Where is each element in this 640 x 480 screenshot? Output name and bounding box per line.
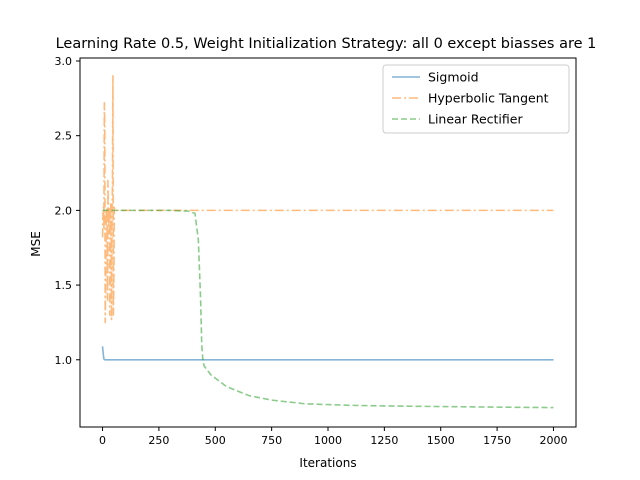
series-line-2: [102, 209, 554, 409]
y-tick-label: 1.0: [55, 354, 73, 367]
x-axis: 0 250 500 750 1000 1250 1500 1750 2000: [99, 427, 567, 447]
x-tick-label: 1500: [427, 434, 455, 447]
legend-box: [382, 64, 570, 134]
y-tick-label: 2.0: [55, 204, 73, 217]
legend-label-1: Hyperbolic Tangent: [428, 91, 549, 106]
y-tick-label: 2.5: [55, 130, 73, 143]
y-tick-label: 1.5: [55, 279, 73, 292]
x-axis-label: Iterations: [299, 456, 356, 470]
y-axis-label: MSE: [29, 231, 43, 257]
x-tick-label: 1000: [314, 434, 342, 447]
series-line-0: [101, 346, 554, 361]
y-tick-label: 3.0: [55, 55, 73, 68]
legend-label-0: Sigmoid: [428, 70, 479, 85]
x-tick-label: 0: [99, 434, 106, 447]
legend: Sigmoid Hyperbolic Tangent Linear Rectifie…: [382, 64, 570, 134]
legend-label-2: Linear Rectifier: [428, 112, 523, 127]
x-tick-label: 1250: [370, 434, 398, 447]
x-tick-label: 500: [205, 434, 226, 447]
chart-title: Learning Rate 0.5, Weight Initialization…: [56, 36, 597, 52]
x-tick-label: 250: [148, 434, 169, 447]
x-tick-label: 1750: [483, 434, 511, 447]
y-axis: 1.0 1.5 2.0 2.5 3.0: [55, 55, 80, 367]
x-tick-label: 2000: [539, 434, 567, 447]
x-tick-label: 750: [261, 434, 282, 447]
